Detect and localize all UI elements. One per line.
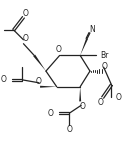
Polygon shape <box>80 38 88 56</box>
Text: O: O <box>66 125 72 134</box>
Text: O: O <box>98 98 104 107</box>
Text: Br: Br <box>101 51 109 60</box>
Text: N: N <box>89 25 95 34</box>
Text: O: O <box>1 75 7 84</box>
Text: O: O <box>102 62 108 71</box>
Polygon shape <box>79 87 81 101</box>
Polygon shape <box>40 86 57 88</box>
Polygon shape <box>33 55 46 71</box>
Text: O: O <box>22 9 28 18</box>
Text: O: O <box>48 109 54 118</box>
Text: O: O <box>115 93 121 102</box>
Text: O: O <box>79 102 85 111</box>
Text: O: O <box>22 34 28 43</box>
Text: O: O <box>35 77 41 86</box>
Text: O: O <box>56 45 62 54</box>
